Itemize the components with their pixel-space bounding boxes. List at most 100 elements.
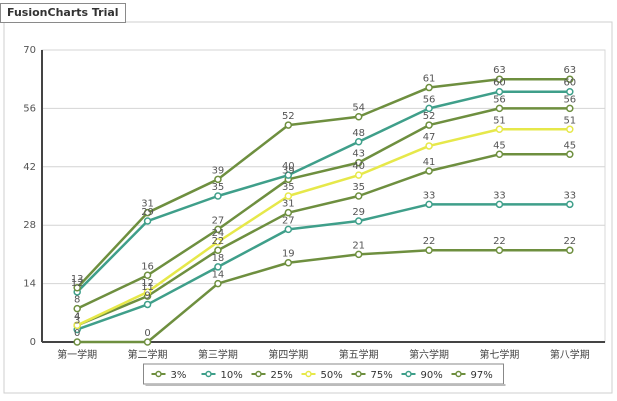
data-point[interactable] xyxy=(566,246,574,254)
data-label: 39 xyxy=(212,165,225,176)
data-point[interactable] xyxy=(284,192,293,200)
legend-label[interactable]: 3% xyxy=(171,370,187,381)
data-point[interactable] xyxy=(284,121,293,129)
data-point[interactable] xyxy=(214,263,222,271)
y-tick-label: 0 xyxy=(30,337,36,348)
data-point[interactable] xyxy=(425,104,433,113)
data-point[interactable] xyxy=(73,284,81,292)
data-point[interactable] xyxy=(354,217,363,225)
data-label: 56 xyxy=(563,94,576,105)
data-point[interactable] xyxy=(143,271,152,280)
data-label: 11 xyxy=(141,282,154,293)
legend-label[interactable]: 75% xyxy=(371,370,393,381)
data-point[interactable] xyxy=(143,217,152,225)
data-point[interactable] xyxy=(425,142,433,150)
legend-label[interactable]: 10% xyxy=(221,370,243,381)
y-tick-label: 70 xyxy=(23,45,36,56)
data-point[interactable] xyxy=(73,321,81,330)
data-label: 27 xyxy=(282,215,295,226)
trial-watermark: FusionCharts Trial xyxy=(0,3,126,23)
data-point[interactable] xyxy=(566,150,574,159)
data-point[interactable] xyxy=(566,87,574,96)
data-point[interactable] xyxy=(284,171,293,179)
data-label: 18 xyxy=(212,253,225,264)
data-point[interactable] xyxy=(214,225,222,234)
data-label: 47 xyxy=(423,132,436,143)
data-point[interactable] xyxy=(425,246,433,254)
data-point[interactable] xyxy=(354,138,363,146)
data-label: 22 xyxy=(563,236,576,247)
data-point[interactable] xyxy=(495,104,504,113)
legend-label[interactable]: 90% xyxy=(421,370,443,381)
x-tick-label: 第二学期 xyxy=(128,348,168,361)
data-point[interactable] xyxy=(495,246,504,254)
data-point[interactable] xyxy=(354,112,363,121)
data-label: 63 xyxy=(563,65,576,76)
data-point[interactable] xyxy=(214,175,222,184)
data-point[interactable] xyxy=(284,225,293,234)
y-tick-label: 56 xyxy=(23,103,36,114)
data-label: 51 xyxy=(563,115,576,126)
data-label: 60 xyxy=(493,78,506,89)
data-point[interactable] xyxy=(284,258,293,267)
data-point[interactable] xyxy=(425,121,433,129)
data-point[interactable] xyxy=(143,288,152,296)
data-point[interactable] xyxy=(425,167,433,175)
data-point[interactable] xyxy=(425,83,433,92)
data-point[interactable] xyxy=(214,238,222,246)
data-point[interactable] xyxy=(143,338,152,346)
data-label: 22 xyxy=(493,236,506,247)
data-point[interactable] xyxy=(566,200,574,209)
data-point[interactable] xyxy=(495,125,504,134)
data-point[interactable] xyxy=(73,304,81,313)
data-label: 21 xyxy=(352,240,365,251)
data-label: 31 xyxy=(141,199,154,210)
data-point[interactable] xyxy=(354,158,363,167)
x-tick-label: 第三学期 xyxy=(198,348,238,361)
data-label: 39 xyxy=(282,165,295,176)
data-label: 52 xyxy=(423,111,436,122)
data-point[interactable] xyxy=(495,75,504,83)
data-point[interactable] xyxy=(214,192,222,200)
data-label: 45 xyxy=(563,140,576,151)
series-line xyxy=(76,128,570,327)
data-label: 0 xyxy=(74,328,80,339)
data-label: 35 xyxy=(282,182,295,193)
data-label: 48 xyxy=(352,128,365,139)
data-label: 43 xyxy=(352,149,365,160)
data-label: 56 xyxy=(423,94,436,105)
data-label: 4 xyxy=(74,311,80,322)
legend-label[interactable]: 97% xyxy=(471,370,493,381)
data-label: 54 xyxy=(352,103,365,114)
data-point[interactable] xyxy=(143,208,152,217)
data-point[interactable] xyxy=(214,279,222,288)
legend-label[interactable]: 25% xyxy=(271,370,293,381)
data-point[interactable] xyxy=(73,338,81,346)
data-label: 14 xyxy=(212,270,225,281)
data-label: 35 xyxy=(352,182,365,193)
data-point[interactable] xyxy=(354,192,363,200)
data-label: 63 xyxy=(493,65,506,76)
x-tick-label: 第五学期 xyxy=(339,348,379,361)
x-tick-label: 第七学期 xyxy=(479,348,519,361)
series-line xyxy=(76,90,570,293)
data-point[interactable] xyxy=(566,104,574,113)
data-point[interactable] xyxy=(566,75,574,83)
data-point[interactable] xyxy=(214,246,222,254)
data-label: 40 xyxy=(352,161,365,172)
legend-label[interactable]: 50% xyxy=(321,370,343,381)
data-point[interactable] xyxy=(284,208,293,217)
x-tick-label: 第八学期 xyxy=(550,348,590,361)
data-label: 13 xyxy=(71,274,84,285)
data-point[interactable] xyxy=(495,200,504,209)
data-point[interactable] xyxy=(566,125,574,134)
data-label: 24 xyxy=(212,228,225,239)
legend-swatch-marker xyxy=(155,370,162,378)
data-point[interactable] xyxy=(354,250,363,259)
data-point[interactable] xyxy=(425,200,433,209)
data-label: 35 xyxy=(212,182,225,193)
data-point[interactable] xyxy=(495,150,504,159)
data-point[interactable] xyxy=(354,171,363,179)
data-point[interactable] xyxy=(495,87,504,96)
data-point[interactable] xyxy=(143,300,152,309)
